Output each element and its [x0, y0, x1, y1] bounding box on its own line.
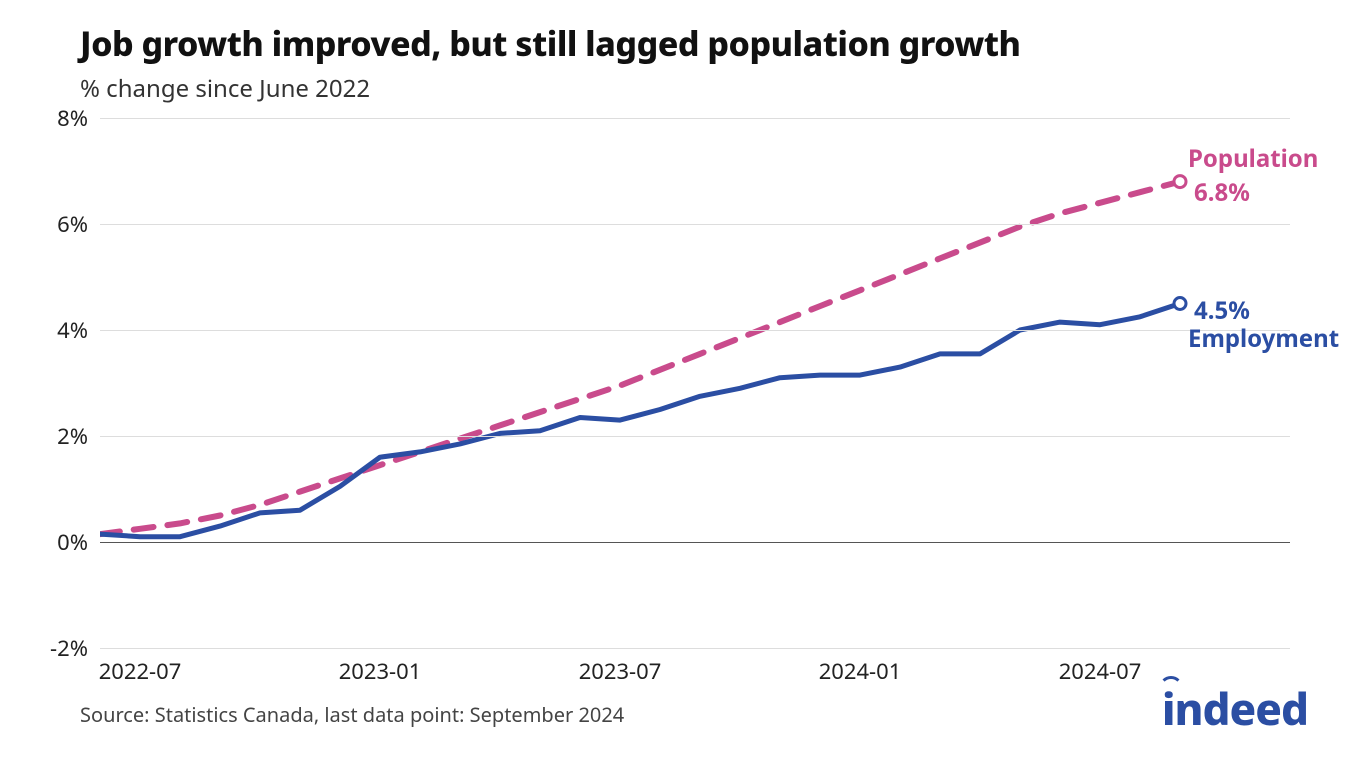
end-marker-population	[1174, 176, 1186, 188]
y-tick-label: 0%	[57, 527, 88, 557]
indeed-logo: indeed	[1162, 678, 1308, 738]
chart-subtitle: % change since June 2022	[80, 72, 1308, 105]
x-tick-label: 2024-07	[1059, 656, 1142, 686]
y-tick-label: 4%	[57, 315, 88, 345]
gridline	[100, 542, 1290, 543]
gridline	[100, 224, 1290, 225]
y-tick-label: 2%	[57, 421, 88, 451]
chart-container: Job growth improved, but still lagged po…	[0, 0, 1348, 758]
logo-arc-icon	[1159, 676, 1183, 700]
end-marker-employment	[1174, 298, 1186, 310]
x-tick-label: 2023-01	[339, 656, 422, 686]
logo-text: indeed	[1162, 678, 1308, 738]
y-tick-label: 8%	[57, 103, 88, 133]
gridline	[100, 648, 1290, 649]
x-tick-label: 2024-01	[819, 656, 902, 686]
series-name-employment: Employment	[1188, 322, 1339, 355]
gridline	[100, 118, 1290, 119]
source-caption: Source: Statistics Canada, last data poi…	[80, 701, 624, 728]
series-line-population	[100, 182, 1180, 534]
y-tick-label: -2%	[50, 633, 88, 663]
x-tick-label: 2023-07	[579, 656, 662, 686]
gridline	[100, 436, 1290, 437]
y-tick-label: 6%	[57, 209, 88, 239]
source-text: Source: Statistics Canada, last data poi…	[80, 701, 624, 728]
series-name-population: Population	[1188, 142, 1318, 175]
plot-area: -2%0%2%4%6%8%2022-072023-012023-072024-0…	[100, 118, 1290, 648]
chart-title: Job growth improved, but still lagged po…	[80, 20, 1308, 66]
series-line-employment	[100, 304, 1180, 537]
line-layer	[100, 118, 1290, 648]
gridline	[100, 330, 1290, 331]
series-end-value-population: 6.8%	[1194, 176, 1250, 209]
x-tick-label: 2022-07	[99, 656, 182, 686]
